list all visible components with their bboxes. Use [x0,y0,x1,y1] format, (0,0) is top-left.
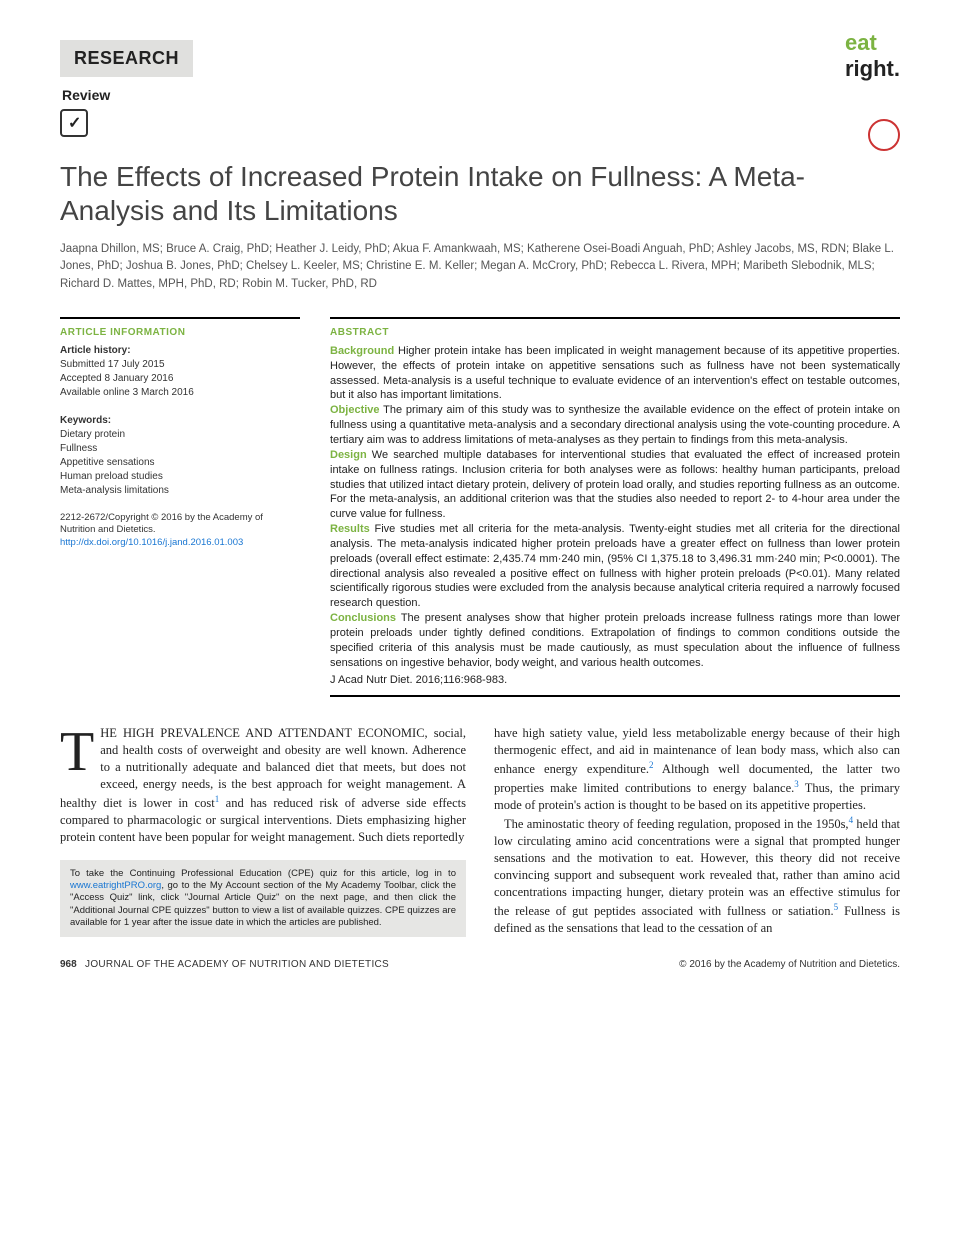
article-body: THE HIGH PREVALENCE AND ATTENDANT ECONOM… [60,725,900,937]
design-head: Design [330,449,367,461]
conclusions-text: The present analyses show that higher pr… [330,612,900,669]
page-footer: 968 JOURNAL OF THE ACADEMY OF NUTRITION … [60,959,900,970]
doi-link[interactable]: http://dx.doi.org/10.1016/j.jand.2016.01… [60,537,300,549]
background-head: Background [330,345,394,357]
copyright-text: 2212-2672/Copyright © 2016 by the Academ… [60,512,300,537]
abstract-citation: J Acad Nutr Diet. 2016;116:968-983. [330,673,900,688]
body-p2: have high satiety value, yield less meta… [494,725,900,814]
p3-text-a: The aminostatic theory of feeding regula… [504,817,849,831]
keyword: Human preload studies [60,470,300,484]
page-number: 968 [60,959,77,970]
article-title: The Effects of Increased Protein Intake … [60,160,900,227]
keyword: Appetitive sensations [60,456,300,470]
keyword: Fullness [60,442,300,456]
conclusions-head: Conclusions [330,612,396,624]
cpe-box: To take the Continuing Professional Educ… [60,860,466,938]
results-head: Results [330,523,370,535]
article-info-column: ARTICLE INFORMATION Article history: Sub… [60,317,300,697]
journal-name: JOURNAL OF THE ACADEMY OF NUTRITION AND … [85,959,389,970]
cpe-link[interactable]: www.eatrightPRO.org [70,880,161,891]
authors-list: Jaapna Dhillon, MS; Bruce A. Craig, PhD;… [60,241,900,293]
crossmark-icon[interactable] [868,119,900,151]
keywords-label: Keywords: [60,414,300,428]
research-label: RESEARCH [74,48,179,68]
abstract-label: ABSTRACT [330,327,900,338]
logo-eat-text: eat [845,30,877,55]
dropcap: T [60,725,100,777]
abstract-body: Background Higher protein intake has bee… [330,344,900,687]
article-history: Article history: Submitted 17 July 2015 … [60,344,300,400]
design-text: We searched multiple databases for inter… [330,449,900,520]
objective-text: The primary aim of this study was to syn… [330,404,900,446]
keywords-block: Keywords: Dietary protein Fullness Appet… [60,414,300,498]
info-abstract-row: ARTICLE INFORMATION Article history: Sub… [60,317,900,697]
results-text: Five studies met all criteria for the me… [330,523,900,609]
research-header-bar: RESEARCH [60,40,193,77]
available-date: Available online 3 March 2016 [60,386,300,400]
footer-copyright: © 2016 by the Academy of Nutrition and D… [679,959,900,970]
background-text: Higher protein intake has been implicate… [330,345,900,402]
abstract-column: ABSTRACT Background Higher protein intak… [330,317,900,697]
keyword: Meta-analysis limitations [60,484,300,498]
cpe-text-a: To take the Continuing Professional Educ… [70,868,456,879]
logo-right-text: right. [845,56,900,81]
article-info-label: ARTICLE INFORMATION [60,327,300,338]
p3-text-b: held that low circulating amino acid con… [494,817,900,918]
document-icon [60,109,88,137]
logo-right: eat right. [845,30,900,82]
body-p1: THE HIGH PREVALENCE AND ATTENDANT ECONOM… [60,725,466,845]
body-p3: The aminostatic theory of feeding regula… [494,814,900,936]
accepted-date: Accepted 8 January 2016 [60,372,300,386]
footer-left: 968 JOURNAL OF THE ACADEMY OF NUTRITION … [60,959,389,970]
review-label: Review [62,87,900,103]
keyword: Dietary protein [60,428,300,442]
submitted-date: Submitted 17 July 2015 [60,358,300,372]
history-label: Article history: [60,344,300,358]
copyright-block: 2212-2672/Copyright © 2016 by the Academ… [60,512,300,549]
objective-head: Objective [330,404,380,416]
